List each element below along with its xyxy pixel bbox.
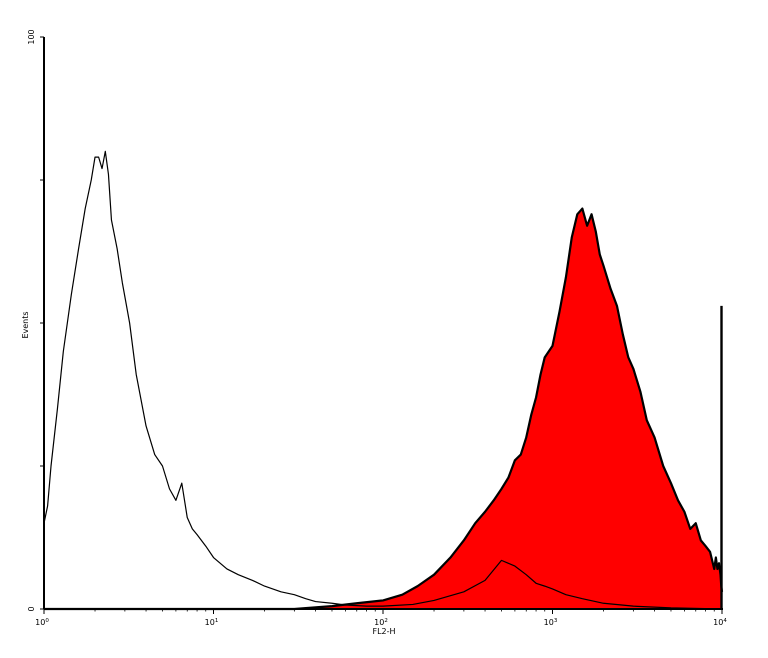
tick-labels: 100 101 102 103 104 0 100 <box>27 29 727 627</box>
y-tick-label: 0 <box>27 606 36 611</box>
black-series-layer <box>43 150 723 610</box>
filled-series-area <box>44 208 722 609</box>
x-tick-label: 101 <box>205 618 219 627</box>
y-axis-label: Events <box>21 311 30 338</box>
x-tick-label: 102 <box>374 618 388 627</box>
outline-series-line <box>43 150 723 610</box>
x-tick-label: 104 <box>713 618 727 627</box>
x-axis-label: FL2-H <box>372 627 395 636</box>
axes <box>40 36 723 614</box>
x-tick-label: 100 <box>35 618 49 627</box>
y-tick-label: 100 <box>27 29 36 44</box>
filled-series-outline <box>44 207 724 611</box>
red-series-layer <box>44 207 724 611</box>
x-tick-label: 103 <box>544 618 558 627</box>
